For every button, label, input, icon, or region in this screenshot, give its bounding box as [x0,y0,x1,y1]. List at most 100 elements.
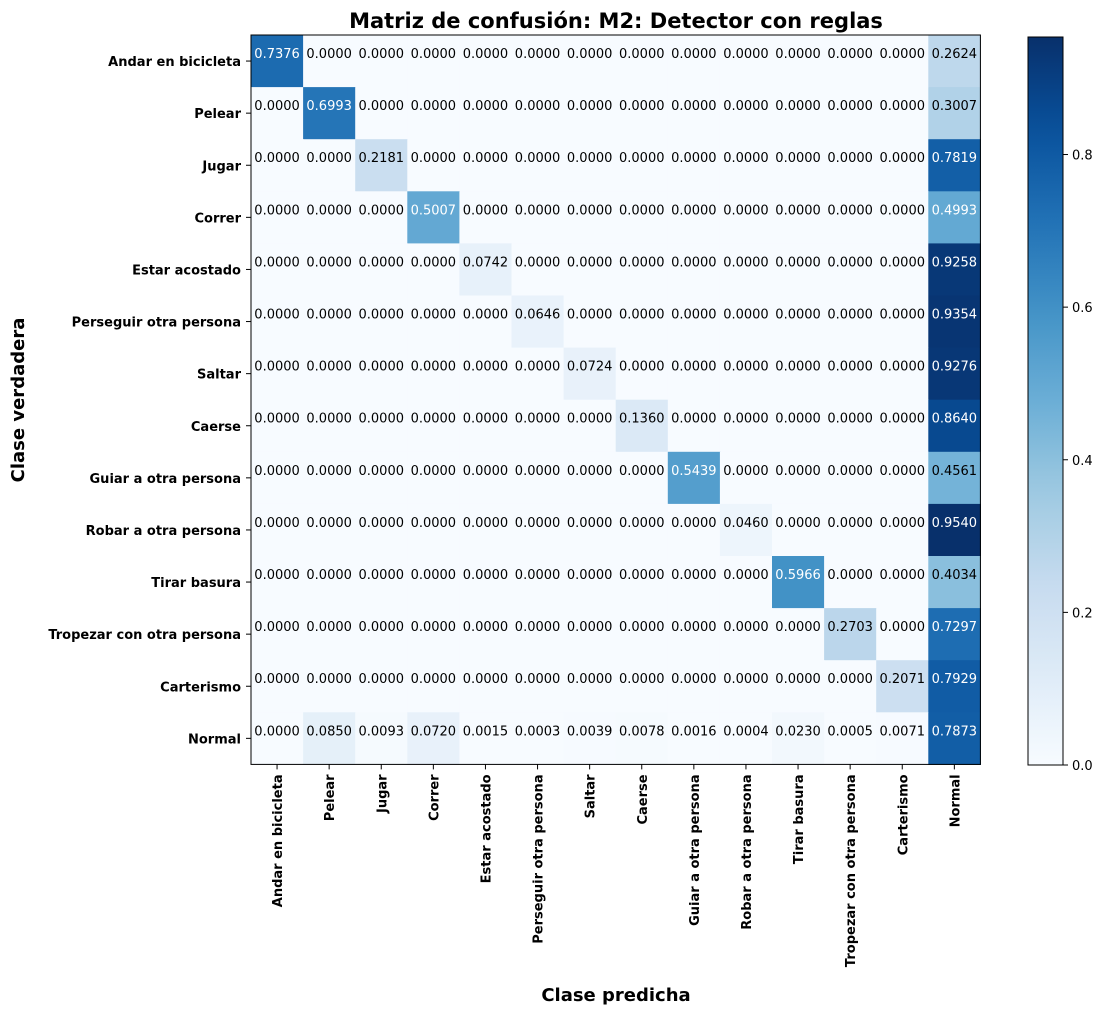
heatmap-cell [303,191,356,244]
heatmap-cell [772,35,825,88]
heatmap-cell [928,347,981,401]
heatmap-cell-label: 0.0000 [567,99,613,114]
heatmap-cell-label: 0.0000 [723,151,769,166]
heatmap-cell [928,608,981,661]
colorbar: 0.0 0.2 0.4 0.6 0.8 [1027,36,1093,774]
heatmap-cell-label: 0.0000 [723,99,769,114]
heatmap-cell [511,399,565,453]
heatmap-cell-label: 0.0000 [619,464,665,479]
heatmap-cell [719,608,773,661]
heatmap-cell-label: 0.0000 [306,464,352,479]
heatmap-cell [667,556,721,609]
heatmap-cell [824,660,877,713]
heatmap-cell [459,35,513,88]
y-tick-label: Robar a otra persona [86,524,241,539]
heatmap-cell [876,87,929,140]
heatmap-cell [667,608,721,661]
x-tick-label: Caerse [636,774,651,824]
heatmap-cell [667,35,721,88]
heatmap-cell-label: 0.0039 [567,724,613,739]
heatmap-cell [928,191,981,244]
heatmap-cell-label: 0.9276 [932,360,978,375]
colorbar-gradient [1027,36,1064,766]
heatmap-cell [615,712,669,765]
heatmap-cell-label: 0.0000 [306,151,352,166]
heatmap-cell [615,35,669,88]
heatmap-cell [772,451,825,505]
chart-title: Matriz de confusión: M2: Detector con re… [349,9,883,33]
y-tick-label: Pelear [194,107,241,122]
heatmap-cell [563,608,617,661]
heatmap-cell [876,451,929,505]
heatmap-cell-label: 0.0000 [671,412,717,427]
heatmap-cell-label: 0.0000 [254,308,300,323]
heatmap-cell-label: 0.0000 [723,412,769,427]
heatmap-cell [355,243,408,297]
heatmap-cell [407,712,460,765]
heatmap-cell [928,87,981,140]
heatmap-cell [407,295,460,349]
heatmap-cell [563,243,617,297]
heatmap-cell [407,243,460,297]
heatmap-cell-label: 0.0000 [827,308,873,323]
heatmap-cell [459,139,513,192]
heatmap-cell [772,295,825,349]
heatmap-cell [355,608,408,661]
heatmap-cell [303,35,356,88]
heatmap-cell-label: 0.0000 [567,412,613,427]
heatmap-cell-label: 0.0000 [515,360,561,375]
heatmap-cell-label: 0.0000 [619,568,665,583]
heatmap-cell [719,556,773,609]
heatmap-cell [303,295,356,349]
x-tick-label: Andar en bicicleta [271,774,286,907]
heatmap-cell [355,87,408,140]
heatmap-cell-label: 0.0000 [411,568,457,583]
colorbar-tick-label: 0.0 [1072,759,1093,774]
heatmap-cell [719,295,773,349]
heatmap-cell [511,295,565,349]
heatmap-cell-label: 0.0000 [463,360,509,375]
heatmap-cell-label: 0.0000 [254,516,300,531]
heatmap-cell [928,660,981,713]
heatmap-cell-label: 0.0000 [619,620,665,635]
colorbar-tick-label: 0.4 [1072,454,1093,469]
heatmap-cell [824,139,877,192]
y-tick-label: Caerse [191,420,241,435]
heatmap-cell-label: 0.0000 [463,568,509,583]
heatmap-cell-label: 0.3007 [932,99,978,114]
heatmap-cell-label: 0.0230 [775,724,821,739]
heatmap-cell-label: 0.0000 [619,255,665,270]
heatmap-cell-label: 0.0850 [306,724,352,739]
heatmap-cell [563,399,617,453]
heatmap-cell [876,295,929,349]
heatmap-cell [407,35,460,88]
heatmap-cell-label: 0.0000 [411,672,457,687]
heatmap-cell [511,608,565,661]
heatmap-cell [355,139,408,192]
heatmap-cell [303,503,356,557]
heatmap-cell-label: 0.4561 [932,464,978,479]
heatmap-cell-label: 0.0000 [723,360,769,375]
heatmap-cell [459,399,513,453]
heatmap-cell-label: 0.0000 [411,516,457,531]
heatmap-cell-label: 0.0005 [827,724,873,739]
heatmap-cell-label: 0.2071 [880,672,926,687]
heatmap-cell [824,243,877,297]
heatmap-cell [511,35,565,88]
y-tick-label: Perseguir otra persona [72,316,241,331]
heatmap-cell-label: 0.0000 [411,99,457,114]
heatmap-cell [407,608,460,661]
heatmap-cell-label: 0.0000 [827,672,873,687]
heatmap-cell [876,399,929,453]
heatmap-cell [407,139,460,192]
heatmap-cell [251,503,304,557]
heatmap-cell-label: 0.2181 [359,151,405,166]
heatmap-cell [355,347,408,401]
heatmap-cell-label: 0.0742 [463,255,509,270]
heatmap-cell [719,347,773,401]
heatmap-cell [667,295,721,349]
heatmap-cell-label: 0.0000 [254,724,300,739]
y-tick-label: Jugar [201,159,241,174]
heatmap-cell-label: 0.0000 [827,360,873,375]
heatmap-cell-label: 0.1360 [619,412,665,427]
